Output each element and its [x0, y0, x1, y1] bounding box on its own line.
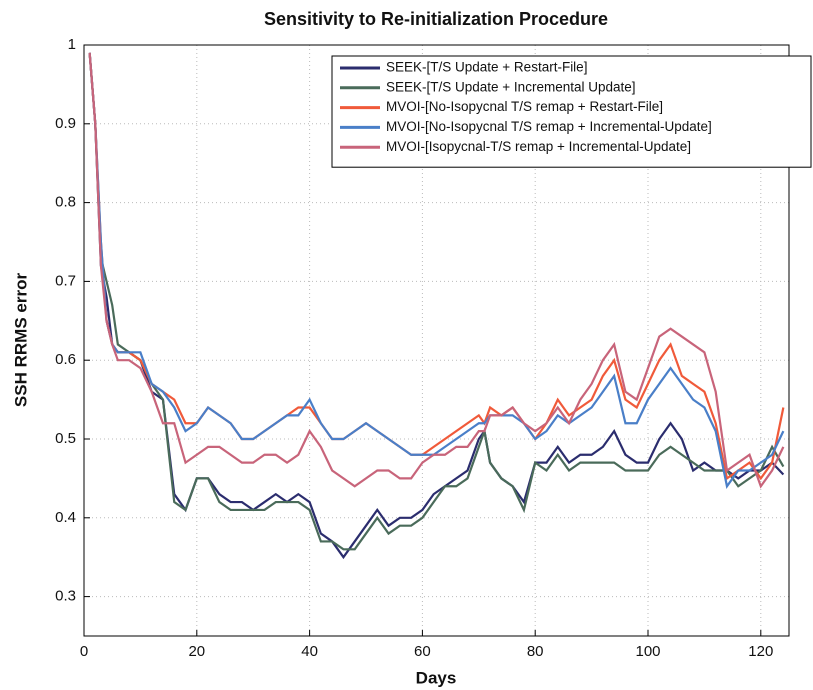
y-tick-label: 0.4 — [55, 509, 76, 526]
x-tick-label: 40 — [301, 643, 318, 660]
y-axis-label: SSH RRMS error — [11, 273, 30, 408]
y-tick-label: 1 — [68, 36, 76, 53]
series-line — [88, 52, 785, 489]
y-tick-label: 0.8 — [55, 194, 76, 211]
x-tick-label: 80 — [527, 643, 544, 660]
x-tick-label: 60 — [414, 643, 431, 660]
x-tick-label: 0 — [80, 643, 88, 660]
x-tick-label: 120 — [748, 643, 773, 660]
legend-box — [331, 55, 812, 168]
x-tick-label: 20 — [188, 643, 205, 660]
series-line — [88, 52, 785, 551]
y-tick-label: 0.6 — [55, 351, 76, 368]
y-tick-label: 0.7 — [55, 272, 76, 289]
legend-label: SEEK-[T/S Update + Restart-File] — [386, 60, 587, 75]
legend-label: SEEK-[T/S Update + Incremental Update] — [386, 79, 636, 94]
plot-frame — [83, 44, 790, 637]
y-tick-label: 0.3 — [55, 588, 76, 605]
y-tick-label: 0.5 — [55, 430, 76, 447]
legend-label: MVOI-[No-Isopycnal T/S remap + Restart-F… — [386, 99, 663, 114]
y-tick-label: 0.9 — [55, 115, 76, 132]
x-tick-label: 100 — [635, 643, 660, 660]
chart-title: Sensitivity to Re-initialization Procedu… — [264, 9, 608, 29]
series-line — [88, 52, 785, 489]
series-line — [88, 52, 785, 481]
legend-label: MVOI-[Isopycnal-T/S remap + Incremental-… — [386, 139, 691, 154]
x-axis-label: Days — [416, 668, 457, 687]
legend-label: MVOI-[No-Isopycnal T/S remap + Increment… — [386, 119, 712, 134]
